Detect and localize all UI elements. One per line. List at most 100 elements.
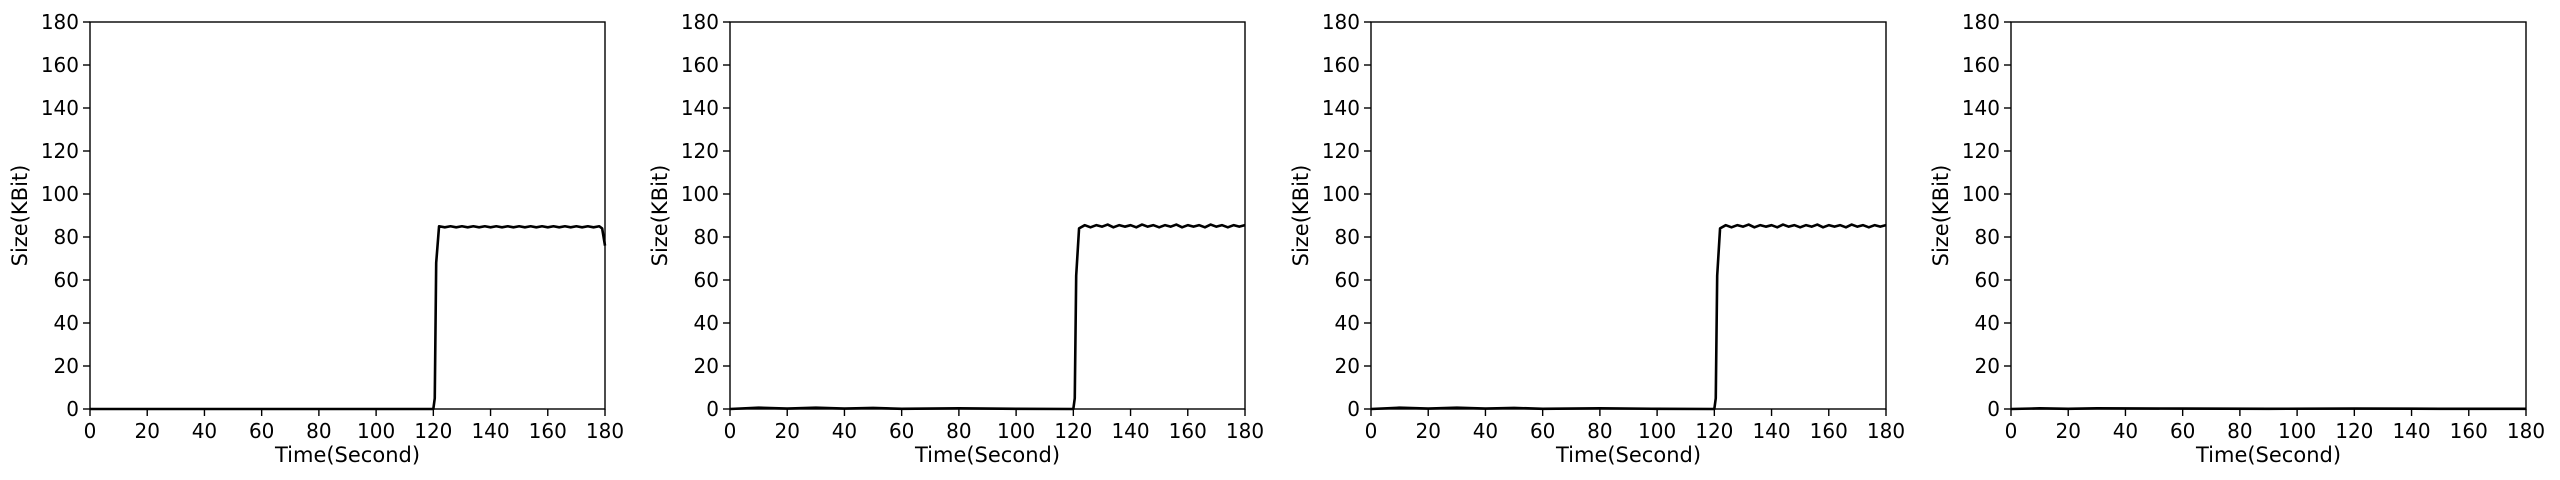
x-tick-label: 20 [1415, 419, 1440, 443]
y-tick-label: 60 [694, 268, 719, 292]
y-tick-label: 180 [681, 10, 719, 34]
x-tick-label: 40 [1473, 419, 1498, 443]
y-tick-label: 20 [1975, 354, 2000, 378]
y-tick-label: 140 [41, 96, 79, 120]
x-tick-label: 100 [357, 419, 395, 443]
y-tick-label: 80 [54, 225, 79, 249]
x-tick-label: 20 [134, 419, 159, 443]
series-line-1 [729, 223, 1246, 411]
y-tick-label: 60 [54, 268, 79, 292]
y-tick-label: 0 [1347, 397, 1360, 421]
x-axis-label: Time(Second) [1555, 443, 1701, 467]
chart-panel-4: 0 20 40 60 80 100 120 140 160 180 0 20 40 60 80 100 120 1… [1929, 10, 2545, 467]
y-tick-label: 120 [1962, 139, 2000, 163]
x-tick-label: 160 [2450, 419, 2488, 443]
x-tick-label: 100 [2278, 419, 2316, 443]
x-tick-label: 40 [2113, 419, 2138, 443]
x-tick-label: 180 [1226, 419, 1264, 443]
y-tick-label: 120 [41, 139, 79, 163]
x-tick-label: 60 [249, 419, 274, 443]
x-tick-label: 0 [1365, 419, 1378, 443]
plot-frame [2010, 21, 2527, 410]
x-tick-label: 160 [1169, 419, 1207, 443]
y-tick-label: 0 [66, 397, 79, 421]
series-line-1 [90, 224, 607, 411]
plot-frame [89, 21, 606, 410]
y-tick-label: 0 [1987, 397, 2000, 421]
y-tick-label: 20 [1335, 354, 1360, 378]
y-axis-label: Size(KBit) [648, 165, 672, 267]
y-tick-label: 100 [681, 182, 719, 206]
x-tick-label: 120 [1695, 419, 1733, 443]
y-tick-label: 40 [54, 311, 79, 335]
x-tick-label: 100 [997, 419, 1035, 443]
y-tick-label: 180 [41, 10, 79, 34]
y-tick-label: 40 [694, 311, 719, 335]
y-tick-label: 100 [41, 182, 79, 206]
y-tick-label: 140 [1962, 96, 2000, 120]
y-tick-label: 40 [1975, 311, 2000, 335]
y-tick-label: 60 [1975, 268, 2000, 292]
plot-frame [1370, 21, 1887, 410]
y-tick-label: 80 [1335, 225, 1360, 249]
x-tick-label: 40 [832, 419, 857, 443]
x-tick-label: 80 [306, 419, 331, 443]
y-tick-label: 80 [694, 225, 719, 249]
y-tick-label: 0 [706, 397, 719, 421]
y-tick-label: 160 [41, 53, 79, 77]
x-tick-label: 60 [1530, 419, 1555, 443]
chart-panel-2: 0 20 40 60 80 100 120 140 160 180 0 20 40 60 80 100 120 1… [648, 10, 1264, 467]
chart-panel-1: 0 20 40 60 80 100 120 140 160 180 0 20 40 60 80 100 120 1… [8, 10, 624, 467]
y-axis-label: Size(KBit) [1929, 165, 1953, 267]
chart-panel-3: 0 20 40 60 80 100 120 140 160 180 0 20 40 60 80 100 120 1… [1289, 10, 1905, 467]
y-axis-label: Size(KBit) [8, 165, 32, 267]
y-tick-label: 20 [694, 354, 719, 378]
y-axis-label: Size(KBit) [1289, 165, 1313, 267]
x-tick-label: 100 [1638, 419, 1676, 443]
x-tick-label: 0 [2005, 419, 2018, 443]
x-tick-label: 0 [724, 419, 737, 443]
x-tick-label: 180 [586, 419, 624, 443]
y-tick-label: 20 [54, 354, 79, 378]
y-tick-label: 140 [681, 96, 719, 120]
x-axis-label: Time(Second) [274, 443, 420, 467]
y-tick-label: 160 [1962, 53, 2000, 77]
plot-frame [729, 21, 1246, 410]
y-tick-label: 60 [1335, 268, 1360, 292]
y-tick-label: 40 [1335, 311, 1360, 335]
y-tick-label: 180 [1322, 10, 1360, 34]
x-tick-label: 60 [889, 419, 914, 443]
y-tick-label: 160 [681, 53, 719, 77]
series-line-1 [1370, 223, 1887, 411]
y-tick-label: 120 [681, 139, 719, 163]
y-tick-label: 80 [1975, 225, 2000, 249]
x-tick-label: 140 [1111, 419, 1149, 443]
x-axis-label: Time(Second) [2195, 443, 2341, 467]
x-tick-label: 120 [2335, 419, 2373, 443]
x-tick-label: 0 [84, 419, 97, 443]
y-tick-label: 140 [1322, 96, 1360, 120]
x-tick-label: 160 [529, 419, 567, 443]
x-tick-label: 160 [1810, 419, 1848, 443]
x-tick-label: 80 [1587, 419, 1612, 443]
x-tick-label: 180 [2507, 419, 2545, 443]
x-tick-label: 60 [2170, 419, 2195, 443]
x-tick-label: 20 [774, 419, 799, 443]
x-tick-label: 140 [471, 419, 509, 443]
x-tick-label: 120 [1054, 419, 1092, 443]
y-tick-label: 180 [1962, 10, 2000, 34]
x-tick-label: 20 [2055, 419, 2080, 443]
x-tick-label: 180 [1867, 419, 1905, 443]
y-tick-label: 100 [1322, 182, 1360, 206]
x-tick-label: 140 [2392, 419, 2430, 443]
x-axis-label: Time(Second) [914, 443, 1060, 467]
x-tick-label: 80 [946, 419, 971, 443]
y-tick-label: 120 [1322, 139, 1360, 163]
y-tick-label: 100 [1962, 182, 2000, 206]
x-tick-label: 140 [1752, 419, 1790, 443]
x-tick-label: 40 [192, 419, 217, 443]
x-tick-label: 120 [414, 419, 452, 443]
y-tick-label: 160 [1322, 53, 1360, 77]
x-tick-label: 80 [2227, 419, 2252, 443]
